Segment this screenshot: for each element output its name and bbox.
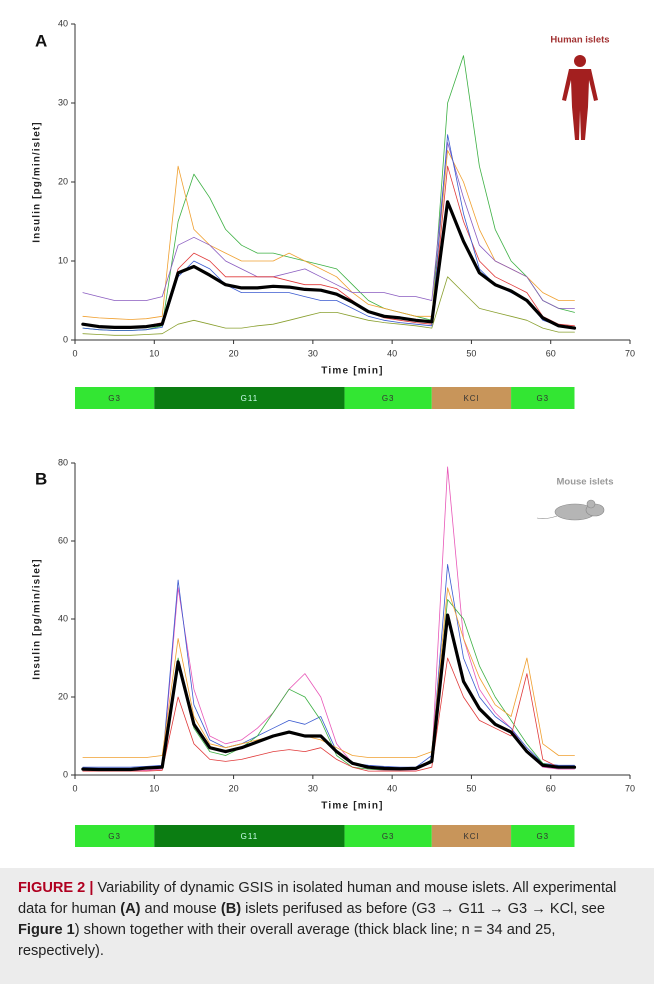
- trace-line: [82, 165, 575, 327]
- stimulus-bar: [75, 825, 155, 847]
- x-tick-label: 10: [149, 783, 159, 793]
- stimulus-label: KCl: [463, 832, 479, 841]
- x-tick-label: 70: [625, 348, 635, 358]
- stimulus-label: G3: [536, 394, 549, 403]
- average-line: [81, 200, 577, 330]
- trace-line: [82, 55, 575, 331]
- icon-ear: [586, 499, 596, 509]
- x-axis-title: Time [min]: [321, 366, 383, 377]
- stimulus-bar: [511, 387, 575, 409]
- stimulus-label: G3: [536, 832, 549, 841]
- stimulus-bar: [344, 825, 432, 847]
- y-tick-label: 0: [63, 334, 68, 344]
- y-tick-label: 20: [58, 176, 68, 186]
- y-tick-label: 0: [63, 769, 68, 779]
- stimulus-label: G3: [382, 832, 395, 841]
- x-tick-label: 60: [546, 783, 556, 793]
- caption-head: FIGURE 2 |: [18, 880, 94, 896]
- y-tick-label: 30: [58, 97, 68, 107]
- stimulus-bar: [154, 387, 345, 409]
- x-tick-label: 50: [466, 783, 476, 793]
- icon-body: [562, 69, 598, 140]
- trace-line: [82, 142, 575, 309]
- trace-line: [82, 150, 575, 320]
- icon-tail: [536, 515, 558, 519]
- caption-plain: and mouse: [140, 901, 221, 917]
- stimulus-bar: [431, 387, 512, 409]
- stimulus-bar: [344, 387, 432, 409]
- stimulus-label: G3: [382, 394, 395, 403]
- x-tick-label: 60: [546, 348, 556, 358]
- y-tick-label: 10: [58, 255, 68, 265]
- stimulus-bar: [154, 825, 345, 847]
- caption-bold: (A): [120, 901, 141, 917]
- x-tick-label: 20: [229, 348, 239, 358]
- stimulus-bar: [511, 825, 575, 847]
- x-tick-label: 30: [308, 348, 318, 358]
- stimulus-label: KCl: [463, 394, 479, 403]
- x-tick-label: 40: [387, 348, 397, 358]
- stimulus-label: G11: [241, 832, 259, 841]
- panel-label: A: [35, 31, 47, 50]
- x-tick-label: 20: [229, 783, 239, 793]
- caption-bold: Figure 1: [18, 922, 75, 938]
- caption-plain: ) shown together with their overall aver…: [18, 922, 556, 959]
- panel-label: B: [35, 469, 47, 488]
- mouse-icon: [536, 499, 605, 521]
- trace-line: [82, 587, 575, 758]
- stimulus-label: G11: [241, 394, 259, 403]
- y-tick-label: 40: [58, 613, 68, 623]
- y-tick-label: 60: [58, 535, 68, 545]
- x-tick-label: 30: [308, 783, 318, 793]
- x-tick-label: 10: [149, 348, 159, 358]
- stimulus-bar: [431, 825, 512, 847]
- x-axis-title: Time [min]: [321, 801, 383, 812]
- y-tick-label: 80: [58, 457, 68, 467]
- caption-plain: Variability of dynamic GSIS in isolated …: [18, 880, 617, 917]
- trace-line: [82, 657, 575, 772]
- trace-line: [82, 134, 575, 331]
- caption-plain: islets perifused as before (G3 → G11 → G…: [241, 901, 606, 917]
- y-tick-label: 20: [58, 691, 68, 701]
- trace-line: [82, 276, 575, 336]
- average-line: [81, 613, 577, 772]
- icon-head: [574, 55, 586, 67]
- x-tick-label: 0: [72, 783, 77, 793]
- y-axis-title: Insulin [pg/min/islet]: [32, 558, 43, 679]
- human-icon: [562, 55, 598, 140]
- stimulus-label: G3: [108, 394, 121, 403]
- stimulus-label: G3: [108, 832, 121, 841]
- trace-line: [82, 564, 575, 768]
- x-tick-label: 40: [387, 783, 397, 793]
- x-tick-label: 0: [72, 348, 77, 358]
- x-tick-label: 70: [625, 783, 635, 793]
- species-label: Human islets: [550, 35, 609, 46]
- caption-bold: (B): [220, 901, 242, 917]
- figure: 0 10 20 30 40 0 10 20 30 40 50 60 70 Time [min] Insuli…: [32, 18, 635, 847]
- x-tick-label: 50: [466, 348, 476, 358]
- y-axis-title: Insulin [pg/min/islet]: [32, 121, 43, 242]
- y-tick-label: 40: [58, 18, 68, 28]
- stimulus-bar: [75, 387, 155, 409]
- species-label: Mouse islets: [556, 477, 613, 488]
- caption: FIGURE 2 | Variability of dynamic GSIS i…: [0, 868, 654, 984]
